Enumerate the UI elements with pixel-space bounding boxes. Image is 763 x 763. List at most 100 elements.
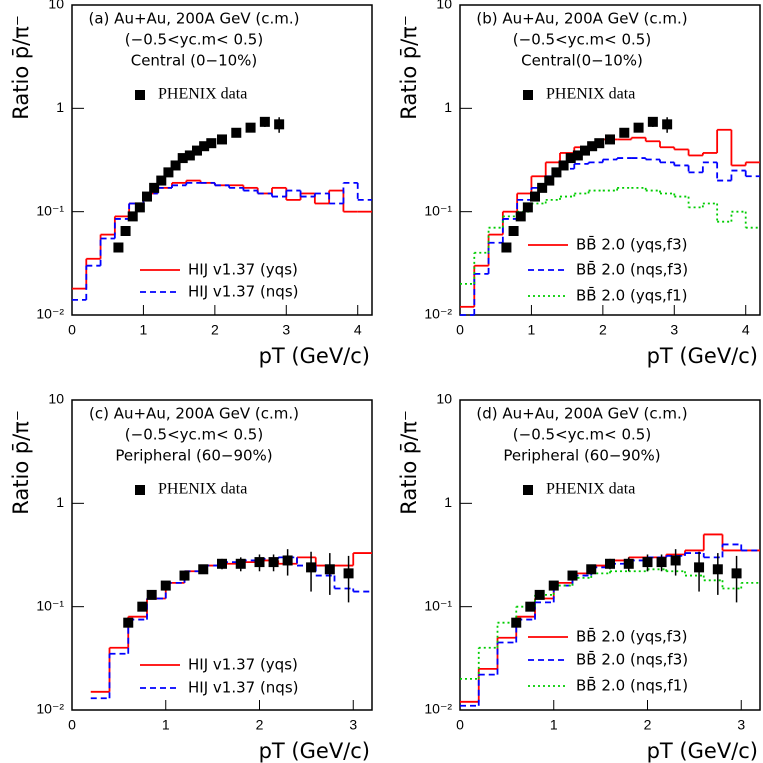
data-point bbox=[548, 580, 559, 591]
data-point bbox=[647, 116, 658, 127]
x-tick-label: 1 bbox=[528, 322, 536, 338]
data-point bbox=[586, 564, 597, 575]
x-tick-label: 3 bbox=[737, 717, 745, 733]
y-tick-label: 10 bbox=[436, 391, 452, 407]
data-point bbox=[656, 557, 667, 568]
y-tick-label: 10⁻¹ bbox=[424, 202, 452, 218]
legend-label: PHENIX data bbox=[546, 481, 635, 498]
legend-label: HIJ v1.37 (yqs) bbox=[188, 261, 298, 279]
annotation: (−0.5<yc.m< 0.5) bbox=[513, 426, 651, 444]
data-point bbox=[565, 153, 576, 164]
plot-area bbox=[460, 128, 760, 316]
data-point bbox=[306, 562, 317, 573]
data-point bbox=[551, 167, 562, 178]
data-point bbox=[511, 617, 522, 628]
legend-label: PHENIX data bbox=[158, 481, 247, 498]
data-point bbox=[642, 557, 653, 568]
annotation: Peripheral (60−90%) bbox=[115, 447, 272, 465]
annotation: (−0.5<yc.m< 0.5) bbox=[513, 31, 651, 49]
data-point bbox=[525, 601, 536, 612]
data-point bbox=[623, 558, 634, 569]
plot-frame bbox=[459, 4, 761, 316]
data-point bbox=[163, 167, 174, 178]
data-point bbox=[254, 557, 265, 568]
x-tick-label: 3 bbox=[349, 717, 357, 733]
data-point bbox=[605, 134, 615, 145]
annotation: (−0.5<yc.m< 0.5) bbox=[125, 426, 263, 444]
data-point bbox=[594, 138, 605, 149]
legend-label: BB̄ 2.0 (yqs,f3) bbox=[576, 235, 687, 254]
y-tick-label: 10 bbox=[48, 0, 64, 12]
plot-frame bbox=[459, 399, 761, 711]
data-point bbox=[206, 138, 217, 149]
y-tick-label: 10⁻² bbox=[424, 701, 452, 717]
x-axis-label: pT (GeV/c) bbox=[647, 344, 758, 368]
data-point bbox=[259, 116, 270, 127]
legend-label: HIJ v1.37 (nqs) bbox=[188, 283, 299, 301]
x-axis-label: pT (GeV/c) bbox=[259, 344, 370, 368]
legend-label: BB̄ 2.0 (yqs,f3) bbox=[576, 627, 687, 646]
legend-marker bbox=[135, 485, 145, 495]
data-point bbox=[537, 182, 548, 193]
data-point bbox=[179, 570, 190, 581]
x-tick-label: 0 bbox=[68, 717, 76, 733]
data-point bbox=[544, 175, 555, 186]
y-tick-label: 1 bbox=[444, 494, 452, 510]
y-tick-label: 10 bbox=[48, 391, 64, 407]
x-tick-label: 1 bbox=[162, 717, 170, 733]
x-tick-label: 3 bbox=[670, 322, 678, 338]
legend-marker bbox=[135, 90, 145, 100]
x-tick-label: 1 bbox=[140, 322, 148, 338]
data-point bbox=[137, 601, 148, 612]
x-tick-label: 2 bbox=[644, 717, 652, 733]
data-point bbox=[572, 150, 583, 161]
legend-label: PHENIX data bbox=[546, 86, 635, 103]
x-tick-label: 2 bbox=[211, 322, 219, 338]
data-point bbox=[580, 145, 590, 156]
data-point bbox=[605, 558, 615, 569]
x-tick-label: 2 bbox=[256, 717, 264, 733]
data-point bbox=[235, 558, 246, 569]
y-axis-label: Ratio p̄/π⁻ bbox=[9, 15, 33, 120]
annotation: (c) Au+Au, 200A GeV (c.m.) bbox=[89, 405, 299, 423]
data-point bbox=[515, 211, 526, 222]
x-tick-label: 0 bbox=[68, 322, 76, 338]
data-point bbox=[127, 211, 138, 222]
x-tick-label: 0 bbox=[456, 322, 464, 338]
data-point bbox=[120, 225, 131, 236]
data-point bbox=[558, 160, 569, 171]
x-tick-label: 0 bbox=[456, 717, 464, 733]
data-point bbox=[282, 555, 293, 566]
data-point bbox=[149, 182, 160, 193]
data-point bbox=[534, 589, 545, 600]
legend-label: HIJ v1.37 (nqs) bbox=[188, 679, 299, 697]
data-point bbox=[192, 145, 202, 156]
x-tick-label: 4 bbox=[742, 322, 750, 338]
data-point bbox=[712, 564, 723, 575]
data-point bbox=[324, 564, 335, 575]
data-point bbox=[231, 127, 242, 138]
annotation: Peripheral (60−90%) bbox=[503, 447, 660, 465]
data-point bbox=[156, 175, 167, 186]
data-point bbox=[530, 191, 540, 202]
legend-label: BB̄ 2.0 (nqs,f3) bbox=[576, 260, 688, 279]
legend-marker bbox=[523, 90, 533, 100]
y-tick-label: 10⁻¹ bbox=[36, 202, 64, 218]
y-tick-label: 10⁻² bbox=[424, 306, 452, 322]
y-tick-label: 10⁻¹ bbox=[424, 597, 452, 613]
data-point bbox=[198, 564, 209, 575]
annotation: (b) Au+Au, 200A GeV (c.m.) bbox=[476, 10, 687, 28]
data-point bbox=[670, 555, 681, 566]
data-point bbox=[142, 191, 152, 202]
y-tick-label: 10⁻² bbox=[36, 306, 64, 322]
plot-frame bbox=[71, 399, 373, 711]
data-point bbox=[522, 202, 533, 213]
data-point bbox=[113, 242, 124, 253]
data-point bbox=[343, 568, 354, 579]
annotation: (−0.5<yc.m< 0.5) bbox=[125, 31, 263, 49]
x-axis-label: pT (GeV/c) bbox=[647, 739, 758, 763]
data-point bbox=[567, 570, 578, 581]
annotation: (d) Au+Au, 200A GeV (c.m.) bbox=[476, 405, 687, 423]
data-point bbox=[508, 225, 519, 236]
